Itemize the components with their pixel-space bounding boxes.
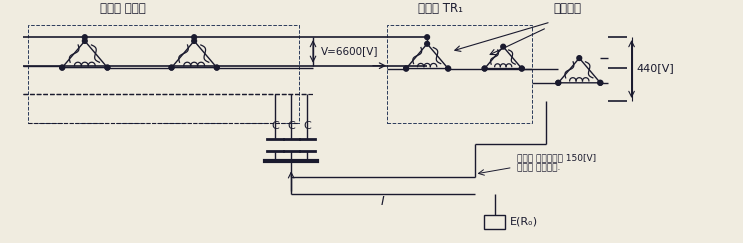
Circle shape bbox=[482, 66, 487, 71]
Circle shape bbox=[105, 65, 110, 70]
Text: 이곳의 전위상승을 150[V]
이하로 억제한다.: 이곳의 전위상승을 150[V] 이하로 억제한다. bbox=[517, 153, 597, 173]
Circle shape bbox=[192, 39, 197, 43]
Text: 혼촉사고: 혼촉사고 bbox=[554, 2, 582, 15]
Circle shape bbox=[169, 65, 174, 70]
Circle shape bbox=[192, 35, 197, 40]
Bar bbox=[387, 25, 532, 123]
Circle shape bbox=[105, 65, 110, 70]
Circle shape bbox=[425, 35, 429, 40]
Text: C: C bbox=[303, 121, 311, 131]
Circle shape bbox=[519, 66, 524, 71]
Circle shape bbox=[577, 56, 582, 61]
Text: V=6600[V]: V=6600[V] bbox=[321, 46, 378, 56]
Circle shape bbox=[556, 80, 561, 85]
Circle shape bbox=[598, 80, 603, 85]
Circle shape bbox=[482, 66, 487, 71]
Circle shape bbox=[446, 66, 450, 71]
Circle shape bbox=[598, 80, 603, 85]
Circle shape bbox=[215, 65, 219, 70]
Circle shape bbox=[59, 65, 65, 70]
Circle shape bbox=[556, 80, 561, 85]
Circle shape bbox=[82, 35, 87, 40]
Circle shape bbox=[215, 65, 219, 70]
Circle shape bbox=[169, 65, 174, 70]
Circle shape bbox=[403, 66, 409, 71]
Text: I: I bbox=[380, 195, 384, 208]
Text: E(Rₒ): E(Rₒ) bbox=[510, 217, 538, 227]
Circle shape bbox=[519, 66, 524, 71]
Bar bbox=[484, 215, 505, 229]
Text: 배전용 변압기: 배전용 변압기 bbox=[100, 2, 146, 15]
Circle shape bbox=[425, 42, 429, 46]
Circle shape bbox=[82, 39, 87, 43]
Text: 변압기 TR₁: 변압기 TR₁ bbox=[418, 2, 463, 15]
Circle shape bbox=[403, 66, 409, 71]
Text: C: C bbox=[271, 121, 279, 131]
Text: 440[V]: 440[V] bbox=[636, 64, 674, 74]
Text: C: C bbox=[288, 121, 295, 131]
Circle shape bbox=[446, 66, 450, 71]
Circle shape bbox=[59, 65, 65, 70]
Bar bbox=[27, 25, 299, 123]
Circle shape bbox=[501, 44, 505, 49]
